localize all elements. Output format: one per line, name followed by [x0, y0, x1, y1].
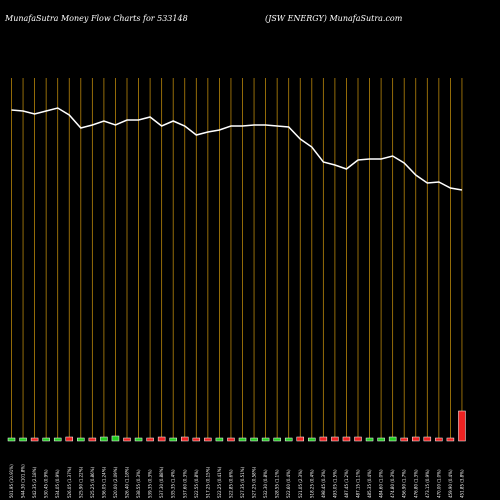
x-tick-label: 544.30 (101.8%)	[21, 464, 26, 498]
bar	[134, 437, 143, 442]
bar	[412, 436, 420, 442]
x-tick-label: 532.30 (0.8%)	[263, 469, 268, 498]
bar	[342, 436, 351, 442]
x-tick-label: 525.90 (1.22%)	[78, 466, 83, 498]
bar	[77, 437, 85, 442]
bar	[319, 436, 328, 442]
bar	[284, 437, 293, 442]
x-tick-label: 535.35 (1.4%)	[171, 469, 176, 498]
bar	[331, 436, 339, 442]
bar	[400, 437, 408, 442]
bar	[388, 436, 397, 442]
x-tick-label: 522.55 (0.8%)	[194, 469, 199, 498]
bar	[227, 437, 235, 442]
bar	[42, 437, 50, 442]
x-tick-label: 476.80 (1.3%)	[413, 469, 418, 498]
bar	[273, 437, 281, 442]
bar	[157, 436, 166, 442]
x-tick-label: 470.00 (1.0%)	[436, 469, 441, 498]
chart-subtitle: (JSW ENERGY) MunafaSutra.com	[265, 14, 403, 23]
bar	[181, 436, 189, 442]
bar	[296, 436, 304, 442]
bar	[238, 437, 247, 442]
x-tick-label: 538.55 (0.3%)	[136, 469, 141, 498]
bar	[88, 437, 97, 442]
x-tick-label: 520.00 (2.09%)	[113, 466, 118, 498]
x-tick-label: 498.45 (0.3%)	[321, 469, 326, 498]
x-tick-label: 534.05 (0.9%)	[55, 469, 60, 498]
x-tick-label: 536.05 (1.24%)	[101, 466, 106, 498]
x-tick-label: 484.60 (1.0%)	[379, 469, 384, 498]
x-tick-label: 485.35 (0.4%)	[367, 469, 372, 498]
line	[11, 107, 463, 191]
bar	[261, 437, 270, 442]
x-tick-label: 526.40 (1.18%)	[125, 466, 130, 498]
x-tick-label: 493.05 (1.5%)	[332, 469, 337, 498]
x-tick-label: 542.35 (2.18%)	[32, 466, 37, 498]
x-tick-label: 528.55 (1.1%)	[275, 469, 280, 498]
bar	[65, 436, 73, 442]
bar	[435, 437, 443, 442]
x-tick-label: 518.25 (0.4%)	[309, 469, 314, 498]
bar	[7, 437, 16, 442]
x-tick-label: 522.25 (0.41%)	[217, 466, 222, 498]
x-tick-label: 530.45 (0.9%)	[44, 469, 49, 498]
bar	[146, 437, 154, 442]
x-tick-label: 522.85 (0.6%)	[228, 469, 233, 498]
x-tick-label: 537.30 (0.88%)	[159, 466, 164, 498]
bar	[377, 437, 385, 442]
x-tick-label: 487.45 (1.2%)	[344, 469, 349, 498]
x-tick-label: 473.15 (0.9%)	[425, 469, 430, 498]
x-tick-label: 487.15 (1.1%)	[356, 469, 361, 498]
x-tick-label: 527.35 (0.51%)	[240, 466, 245, 498]
bar	[53, 437, 62, 442]
bar	[354, 436, 362, 442]
x-tick-label: 451.85 (3.8%)	[459, 469, 464, 498]
bar	[365, 437, 374, 442]
x-tick-label: 501.95 (10.91%)	[9, 464, 14, 498]
x-tick-label: 537.60 (0.3%)	[182, 469, 187, 498]
x-tick-label: 521.05 (2.3%)	[298, 469, 303, 498]
x-tick-label: 456.90 (1.7%)	[402, 469, 407, 498]
x-tick-label: 517.25 (0.15%)	[205, 466, 210, 498]
bar	[423, 436, 432, 442]
bar	[111, 435, 120, 442]
bar	[308, 437, 316, 442]
chart-title: MunafaSutra Money Flow Charts for 533148	[4, 14, 188, 23]
bar	[100, 436, 108, 442]
bar	[446, 437, 455, 442]
bar	[19, 437, 27, 442]
x-tick-label: 539.35 (0.3%)	[148, 469, 153, 498]
bar	[204, 437, 212, 442]
x-tick-label: 522.60 (0.4%)	[286, 469, 291, 498]
bar	[250, 437, 258, 442]
x-tick-label: 474.80 (0.3%)	[390, 469, 395, 498]
x-tick-label: 527.25 (0.58%)	[252, 466, 257, 498]
bar	[123, 437, 131, 442]
bar	[458, 410, 466, 442]
bar	[215, 437, 224, 442]
x-tick-label: 459.90 (0.4%)	[448, 469, 453, 498]
x-tick-label: 526.05 (1.37%)	[67, 466, 72, 498]
x-tick-label: 525.25 (0.86%)	[90, 466, 95, 498]
bar	[169, 437, 177, 442]
bar	[192, 437, 201, 442]
bar	[30, 437, 39, 442]
